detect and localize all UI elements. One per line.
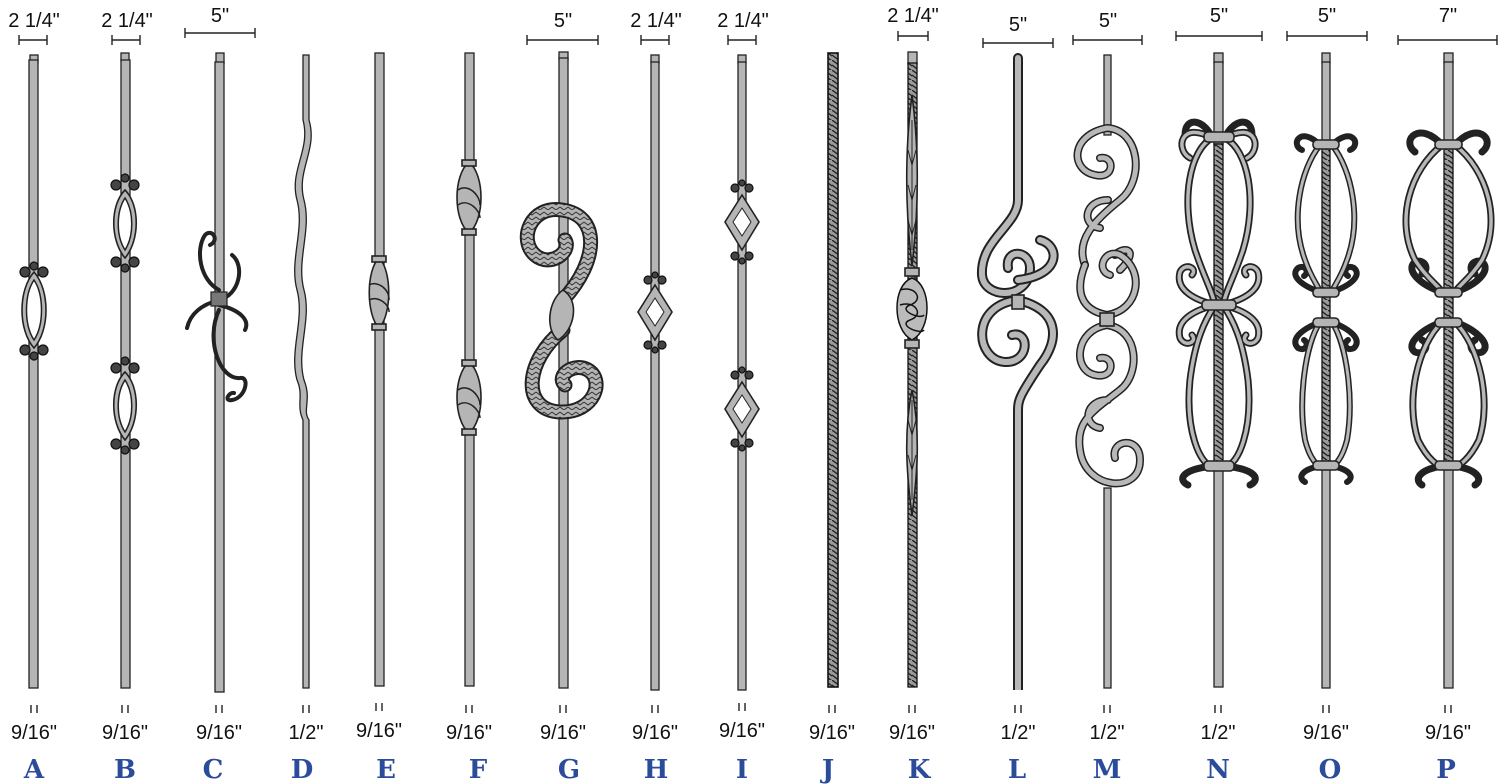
thickness-label-B: 9/16" [102, 722, 148, 744]
thickness-label-P: 9/16" [1425, 722, 1471, 744]
double-scroll-ornament-upper [110, 173, 140, 273]
thickness-label-E: 9/16" [356, 720, 402, 742]
dim-bracket-L [982, 38, 1054, 48]
width-label-M: 5" [1099, 10, 1117, 32]
dim-bracket-I [727, 35, 757, 45]
baluster-M [1073, 54, 1145, 689]
dim-bracket-O [1286, 31, 1368, 41]
dim-bracket-K [897, 31, 929, 41]
thickness-label-D: 1/2" [289, 722, 324, 744]
thickness-label-M: 1/2" [1090, 722, 1125, 744]
baluster-I [724, 54, 760, 691]
letter-B: B [114, 755, 136, 784]
top-dimensions: 2 1/4" 2 1/4" 5" 5" 2 1/4" 2 1/4" 2 1/4"… [8, 5, 1498, 48]
baluster-letters: A B C D E F G H I J K L M N O P [23, 755, 1456, 784]
baluster-D [294, 54, 312, 689]
baluster-B [110, 52, 140, 689]
letter-E: E [376, 755, 396, 784]
width-label-L: 5" [1009, 14, 1027, 36]
width-label-C: 5" [211, 5, 229, 27]
width-label-O: 5" [1318, 5, 1336, 27]
width-label-N: 5" [1210, 5, 1228, 27]
dim-bracket-B [111, 35, 141, 45]
dim-bracket-H [640, 35, 670, 45]
thickness-label-A: 9/16" [11, 722, 57, 744]
letter-G: G [558, 755, 580, 784]
letter-H: H [644, 755, 669, 784]
dim-bracket-A [18, 35, 48, 45]
letter-K: K [908, 755, 932, 784]
thickness-label-H: 9/16" [632, 722, 678, 744]
baluster-G [519, 51, 604, 689]
thickness-label-L: 1/2" [1001, 722, 1036, 744]
baluster-J [827, 52, 839, 688]
letter-A: A [23, 755, 45, 784]
dim-bracket-G [526, 35, 599, 45]
baluster-O [1292, 52, 1360, 689]
thickness-labels: 9/16" 9/16" 9/16" 1/2" 9/16" 9/16" 9/16"… [11, 720, 1471, 744]
thickness-label-N: 1/2" [1201, 722, 1236, 744]
width-label-I: 2 1/4" [717, 10, 769, 32]
baluster-H [637, 54, 673, 691]
baluster-A [19, 54, 49, 689]
thickness-label-I: 9/16" [719, 720, 765, 742]
baluster-E [368, 52, 390, 687]
letter-O: O [1319, 755, 1342, 784]
basket-ornament [896, 267, 928, 349]
baluster-C [185, 52, 249, 693]
thickness-marks [30, 703, 1452, 713]
letter-P: P [1436, 755, 1456, 784]
thickness-label-F: 9/16" [446, 722, 492, 744]
letter-D: D [291, 755, 314, 784]
thickness-label-C: 9/16" [196, 722, 242, 744]
dim-bracket-N [1175, 31, 1263, 41]
baluster-L [976, 53, 1059, 690]
letter-F: F [469, 755, 488, 784]
width-label-G: 5" [554, 10, 572, 32]
s-scroll-ornament [519, 202, 604, 420]
thickness-label-G: 9/16" [540, 722, 586, 744]
letter-M: M [1093, 755, 1122, 784]
baluster-F [456, 52, 482, 687]
width-label-P: 7" [1439, 5, 1457, 27]
dim-bracket-M [1072, 35, 1143, 45]
width-label-A: 2 1/4" [8, 10, 60, 32]
double-scroll-ornament [19, 261, 49, 361]
baluster-P [1402, 52, 1495, 689]
letter-L: L [1008, 755, 1026, 784]
dim-bracket-C [184, 28, 256, 38]
letter-N: N [1206, 755, 1230, 784]
width-label-B: 2 1/4" [101, 10, 153, 32]
letter-C: C [203, 755, 224, 784]
thickness-label-O: 9/16" [1303, 722, 1349, 744]
dim-bracket-P [1397, 35, 1498, 45]
baluster-K [896, 51, 928, 688]
baluster-N [1175, 52, 1263, 688]
width-label-H: 2 1/4" [630, 10, 682, 32]
thickness-label-J: 9/16" [809, 722, 855, 744]
letter-I: I [736, 755, 748, 784]
letter-J: J [820, 755, 834, 784]
width-label-K: 2 1/4" [887, 5, 939, 27]
double-scroll-ornament-lower [110, 356, 140, 455]
thickness-label-K: 9/16" [889, 722, 935, 744]
